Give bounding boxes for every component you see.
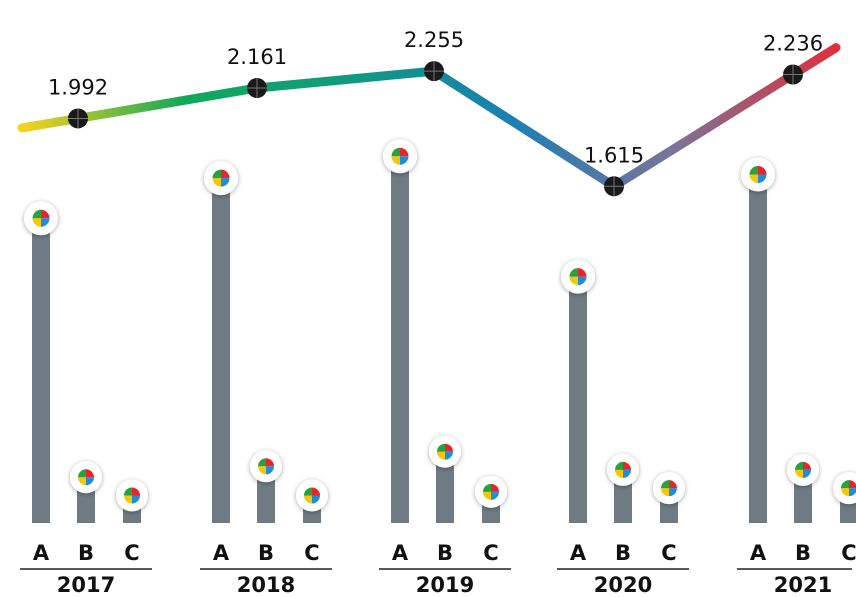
tick-label-2020-A: A	[570, 541, 587, 565]
tick-label-2018-B: B	[258, 541, 274, 565]
tick-label-2021-B: B	[795, 541, 811, 565]
bar-2021-A	[749, 176, 767, 523]
bar-marker-icon-2019-C	[475, 475, 507, 508]
year-label-2017: 2017	[57, 573, 115, 597]
bar-marker-icon-2021-B	[787, 453, 819, 486]
line-layer: 1.992 2.161 2.255 1.615 2.236	[17, 28, 841, 197]
bar-2020-A	[569, 278, 587, 523]
bar-marker-icon-2019-B	[429, 435, 461, 468]
tick-label-2019-A: A	[392, 541, 409, 565]
tick-label-2021-C: C	[841, 541, 856, 565]
year-label-2018: 2018	[237, 573, 295, 597]
tick-label-2018-C: C	[304, 541, 319, 565]
line-value-label-2018: 2.161	[227, 45, 287, 69]
bar-2019-A	[391, 158, 409, 523]
bar-marker-icon-2019-A	[383, 139, 417, 174]
bar-marker-icon-2020-C	[653, 472, 685, 505]
bar-2018-A	[212, 180, 230, 523]
tick-label-2018-A: A	[213, 541, 230, 565]
tick-label-2020-C: C	[661, 541, 676, 565]
bar-marker-icon-2020-B	[607, 453, 639, 486]
tick-label-2020-B: B	[615, 541, 631, 565]
line-point-2021	[783, 64, 803, 85]
bar-marker-icon-2021-A	[741, 157, 775, 192]
bar-marker-icon-2020-A	[561, 259, 595, 294]
line-value-label-2020: 1.615	[584, 143, 644, 167]
bars-layer	[24, 139, 856, 523]
year-label-2019: 2019	[416, 573, 474, 597]
bar-marker-icon-2021-C	[833, 472, 856, 505]
year-label-2020: 2020	[594, 573, 652, 597]
tick-label-2019-C: C	[483, 541, 498, 565]
bar-marker-icon-2017-B	[70, 461, 102, 494]
axis-layer: A B C 2017 A B C 2018 A B C 2019 A B C 2020 A B C 2021	[20, 541, 856, 597]
line-point-2017	[68, 108, 88, 129]
tick-label-2017-A: A	[33, 541, 50, 565]
bar-marker-icon-2017-C	[116, 479, 148, 512]
year-label-2021: 2021	[774, 573, 832, 597]
tick-label-2019-B: B	[437, 541, 453, 565]
line-value-label-2017: 1.992	[48, 75, 108, 99]
bar-marker-icon-2018-A	[204, 161, 238, 196]
line-value-label-2019: 2.255	[404, 28, 464, 52]
bar-2018-B	[257, 468, 275, 523]
bar-marker-icon-2017-A	[24, 201, 58, 236]
tick-label-2021-A: A	[750, 541, 767, 565]
tick-label-2017-C: C	[124, 541, 139, 565]
line-value-label-2021: 2.236	[763, 32, 823, 56]
line-point-2020	[604, 176, 624, 197]
bar-marker-icon-2018-C	[296, 479, 328, 512]
line-point-2018	[247, 78, 267, 99]
bar-marker-icon-2018-B	[250, 450, 282, 483]
tick-label-2017-B: B	[78, 541, 94, 565]
line-point-2019	[424, 61, 444, 82]
bar-2017-A	[32, 220, 50, 523]
bar-2019-B	[436, 453, 454, 523]
